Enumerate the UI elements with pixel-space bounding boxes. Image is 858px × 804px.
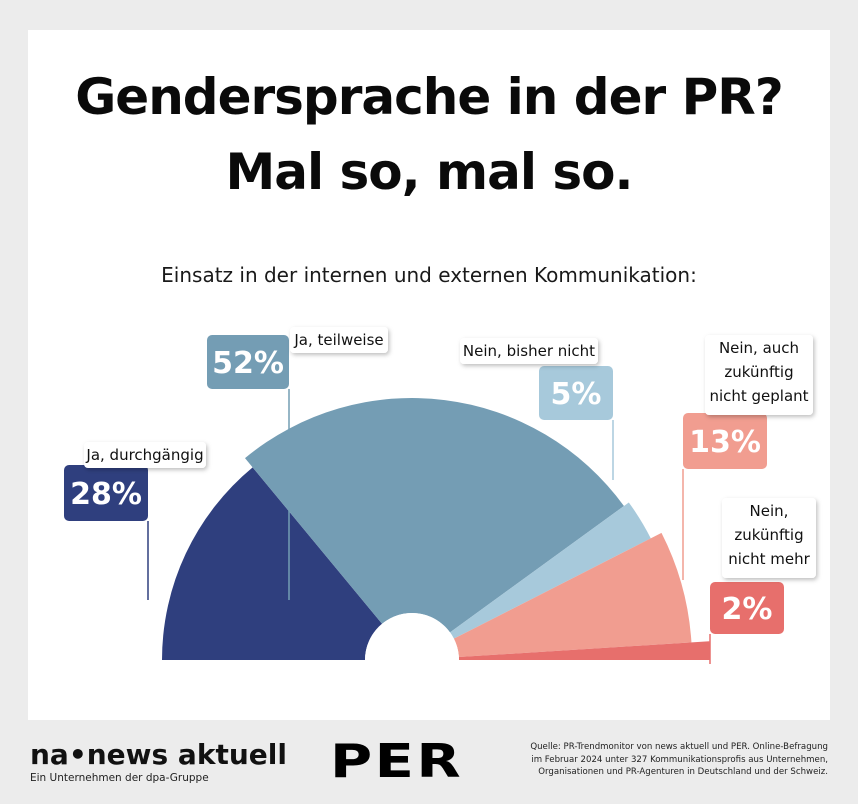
- category-label-box: [84, 442, 206, 468]
- chart-center-hole: [365, 613, 459, 660]
- value-box: [64, 465, 148, 521]
- category-label: Nein, auch: [719, 339, 799, 357]
- page-title-line2: Mal so, mal so.: [225, 143, 633, 201]
- category-label-box: [290, 327, 388, 353]
- category-label: zukünftig: [724, 363, 793, 381]
- data-label: 28%: [70, 477, 142, 512]
- data-label: 5%: [551, 377, 602, 412]
- category-label: Nein, bisher nicht: [463, 342, 595, 360]
- value-box: [539, 366, 613, 420]
- pie-slice: [453, 532, 692, 658]
- value-box: [683, 413, 767, 469]
- source-line: Quelle: PR-Trendmonitor von news aktuell…: [530, 742, 828, 752]
- category-label: zukünftig: [734, 526, 803, 544]
- category-label: nicht geplant: [709, 387, 808, 405]
- category-label-box: [722, 498, 816, 578]
- data-label: 13%: [689, 425, 761, 460]
- pie-slice: [244, 397, 624, 633]
- news-aktuell-tagline: Ein Unternehmen der dpa-Gruppe: [30, 772, 209, 784]
- category-label: nicht mehr: [728, 550, 810, 568]
- category-label-box: [460, 338, 598, 364]
- source-line: Organisationen und PR-Agenturen in Deuts…: [538, 767, 828, 777]
- source-note: Quelle: PR-Trendmonitor von news aktuell…: [528, 741, 828, 779]
- news-aktuell-logo: na•news aktuell: [30, 738, 287, 771]
- category-label: Nein,: [750, 502, 789, 520]
- category-label-box: [705, 335, 813, 415]
- value-box: [710, 582, 784, 634]
- per-logo: PER: [330, 734, 464, 788]
- category-label: Ja, teilweise: [293, 331, 383, 349]
- value-box: [207, 335, 289, 389]
- data-label: 2%: [722, 592, 773, 627]
- pie-slice: [162, 467, 383, 660]
- pie-slice: [450, 502, 651, 639]
- category-label: Ja, durchgängig: [85, 446, 203, 464]
- pie-slice: [458, 641, 710, 660]
- chart-subtitle: Einsatz in der internen und externen Kom…: [161, 263, 697, 287]
- page-title-line1: Gendersprache in der PR?: [75, 68, 783, 126]
- data-label: 52%: [212, 346, 284, 381]
- source-line: im Februar 2024 unter 327 Kommunikations…: [531, 754, 828, 765]
